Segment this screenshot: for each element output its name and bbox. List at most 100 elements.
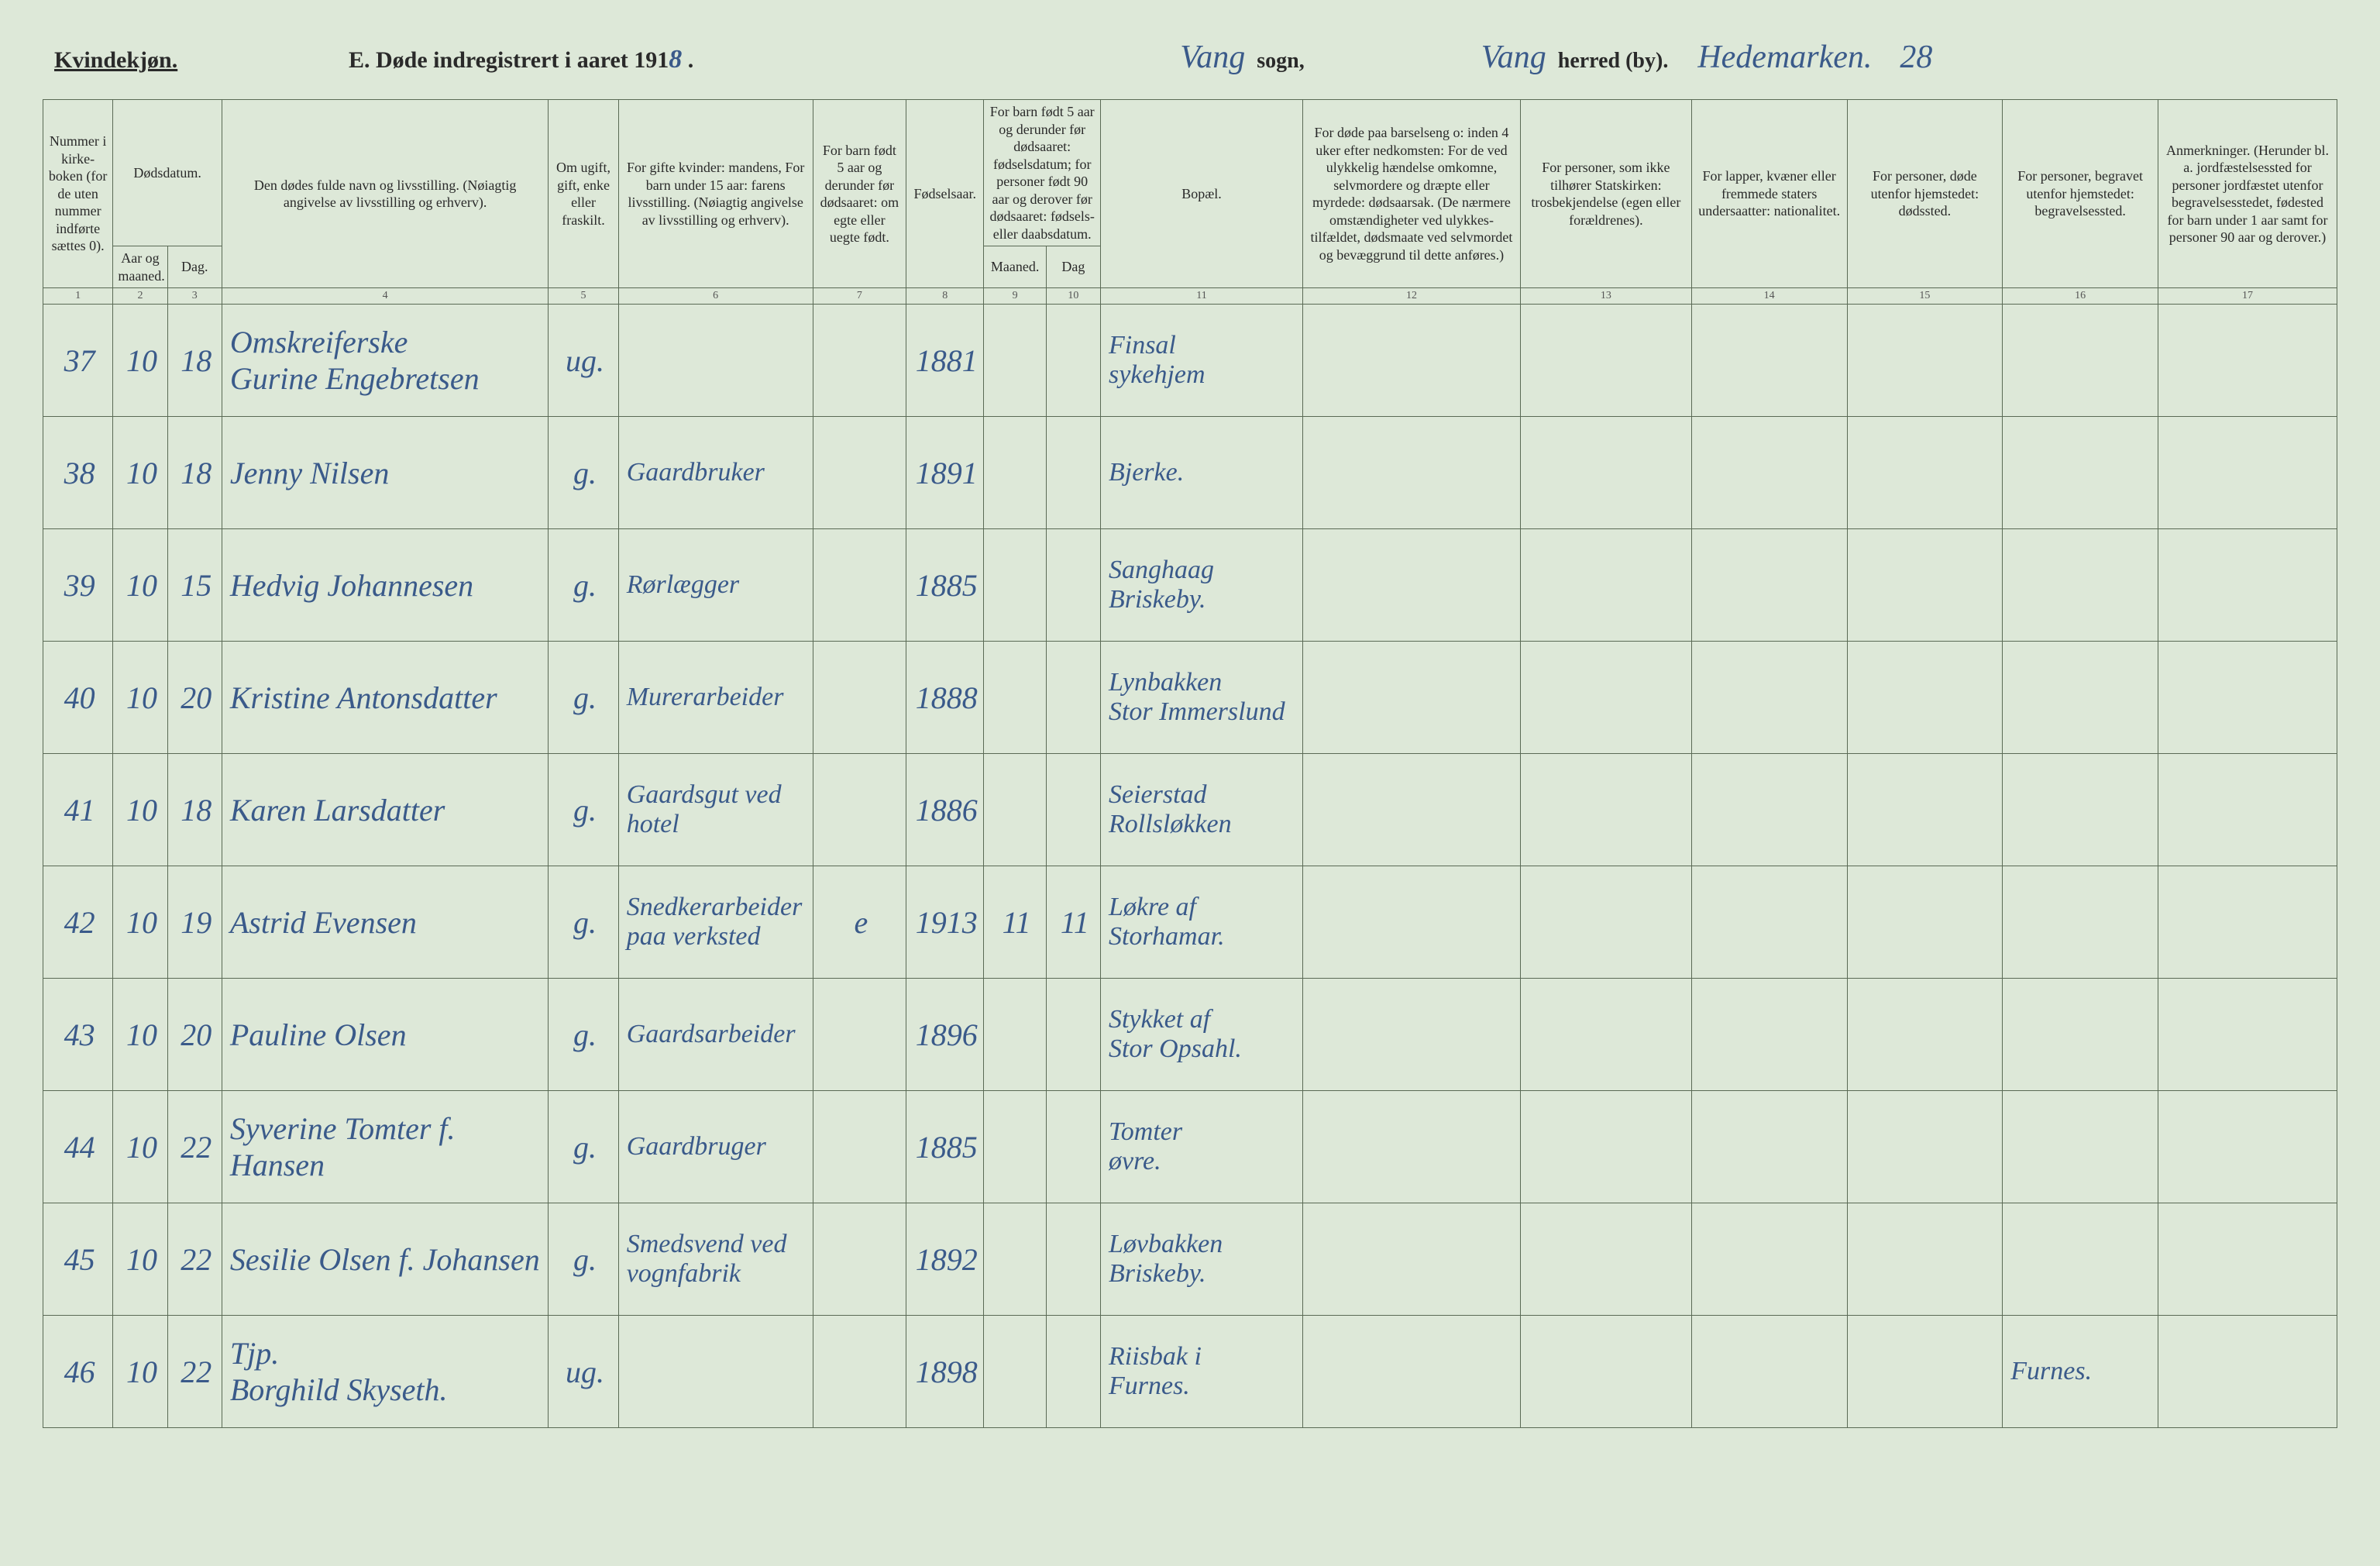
cell-c13 (1520, 754, 1691, 866)
sogn-label: sogn, (1257, 49, 1304, 73)
cell-bopael: Lynbakken Stor Immerslund (1100, 642, 1302, 754)
cell-fars: Murerarbeider (618, 642, 813, 754)
cell-navn: Astrid Evensen (222, 866, 549, 979)
cell-fars (618, 1316, 813, 1428)
cell-n: 43 (43, 979, 113, 1091)
cell-fd (1046, 417, 1100, 529)
cell-c13 (1520, 1316, 1691, 1428)
cell-n: 42 (43, 866, 113, 979)
cell-fars: Gaardbruger (618, 1091, 813, 1203)
cell-c15 (1847, 1091, 2003, 1203)
cell-stand: g. (549, 1091, 618, 1203)
colnum: 4 (222, 288, 549, 305)
page-number: 28 (1893, 40, 1938, 75)
cell-fm (984, 417, 1046, 529)
amt-block: Hedemarken. (1691, 39, 1878, 76)
col-3-header: Dag. (167, 246, 222, 288)
column-number-row: 1 2 3 4 5 6 7 8 9 10 11 12 13 14 15 16 1… (43, 288, 2337, 305)
cell-mnd: 10 (113, 1091, 167, 1203)
cell-c14 (1691, 305, 1847, 417)
cell-stand: g. (549, 866, 618, 979)
cell-faar: 1881 (906, 305, 984, 417)
cell-fm (984, 305, 1046, 417)
cell-stand: g. (549, 979, 618, 1091)
colnum: 8 (906, 288, 984, 305)
table-row: 381018Jenny Nilseng.Gaardbruker1891Bjerk… (43, 417, 2337, 529)
cell-fars: Rørlægger (618, 529, 813, 642)
cell-mnd: 10 (113, 642, 167, 754)
table-row: 371018Omskreiferske Gurine Engebretsenug… (43, 305, 2337, 417)
table-row: 421019Astrid Evenseng.Snedkerarbeider pa… (43, 866, 2337, 979)
colnum: 14 (1691, 288, 1847, 305)
cell-faar: 1888 (906, 642, 984, 754)
title-prefix: E. Døde indregistrert i aaret 191 (349, 47, 669, 73)
cell-n: 46 (43, 1316, 113, 1428)
cell-faar: 1896 (906, 979, 984, 1091)
cell-fd (1046, 1091, 1100, 1203)
cell-dag: 22 (167, 1091, 222, 1203)
cell-egte (813, 529, 906, 642)
col-15-header: For personer, døde utenfor hjemstedet: d… (1847, 100, 2003, 288)
cell-c15 (1847, 642, 2003, 754)
col-13-header: For personer, som ikke tilhører Statskir… (1520, 100, 1691, 288)
cell-c17 (2158, 754, 2337, 866)
cell-c15 (1847, 305, 2003, 417)
cell-stand: g. (549, 754, 618, 866)
cell-c16 (2003, 866, 2158, 979)
cell-dag: 22 (167, 1203, 222, 1316)
sogn-block: Vang sogn, (1174, 39, 1304, 76)
cell-c12 (1302, 642, 1520, 754)
cell-fars: Snedkerarbeider paa verksted (618, 866, 813, 979)
cell-c13 (1520, 305, 1691, 417)
cell-stand: g. (549, 417, 618, 529)
cell-fm (984, 754, 1046, 866)
cell-c13 (1520, 979, 1691, 1091)
cell-faar: 1891 (906, 417, 984, 529)
title-suffix: . (682, 47, 693, 73)
cell-c15 (1847, 754, 2003, 866)
colnum: 9 (984, 288, 1046, 305)
cell-c15 (1847, 866, 2003, 979)
table-head: Nummer i kirke­boken (for de uten nummer… (43, 100, 2337, 305)
cell-stand: g. (549, 529, 618, 642)
cell-dag: 18 (167, 417, 222, 529)
col-10-header: Dag (1046, 246, 1100, 288)
col-8-header: Fødsels­aar. (906, 100, 984, 288)
table-row: 431020Pauline Olseng.Gaardsarbeider1896S… (43, 979, 2337, 1091)
cell-n: 41 (43, 754, 113, 866)
cell-mnd: 10 (113, 979, 167, 1091)
colnum: 10 (1046, 288, 1100, 305)
cell-c17 (2158, 979, 2337, 1091)
cell-bopael: Løvbakken Briskeby. (1100, 1203, 1302, 1316)
cell-bopael: Seierstad Rollsløkken (1100, 754, 1302, 866)
cell-egte (813, 305, 906, 417)
cell-dag: 20 (167, 979, 222, 1091)
cell-mnd: 10 (113, 529, 167, 642)
col-1-header: Nummer i kirke­boken (for de uten nummer… (43, 100, 113, 288)
cell-mnd: 10 (113, 754, 167, 866)
cell-fd (1046, 642, 1100, 754)
cell-c13 (1520, 1203, 1691, 1316)
colnum: 15 (1847, 288, 2003, 305)
table-body: 371018Omskreiferske Gurine Engebretsenug… (43, 305, 2337, 1428)
cell-c17 (2158, 305, 2337, 417)
cell-fm (984, 1091, 1046, 1203)
cell-c17 (2158, 1203, 2337, 1316)
cell-c14 (1691, 1316, 1847, 1428)
cell-c12 (1302, 417, 1520, 529)
cell-c14 (1691, 417, 1847, 529)
cell-c13 (1520, 417, 1691, 529)
table-row: 391015Hedvig Johanneseng.Rørlægger1885Sa… (43, 529, 2337, 642)
gender-label: Kvindekjøn. (54, 47, 349, 74)
cell-faar: 1913 (906, 866, 984, 979)
cell-bopael: Bjerke. (1100, 417, 1302, 529)
cell-bopael: Sanghaag Briskeby. (1100, 529, 1302, 642)
cell-c14 (1691, 642, 1847, 754)
table-row: 461022Tjp. Borghild Skyseth.ug.1898Riisb… (43, 1316, 2337, 1428)
colnum: 6 (618, 288, 813, 305)
cell-faar: 1885 (906, 529, 984, 642)
col-2-3-group-header: Dødsdatum. (113, 100, 222, 246)
cell-c16 (2003, 1091, 2158, 1203)
cell-dag: 19 (167, 866, 222, 979)
cell-navn: Kristine Antonsdatter (222, 642, 549, 754)
